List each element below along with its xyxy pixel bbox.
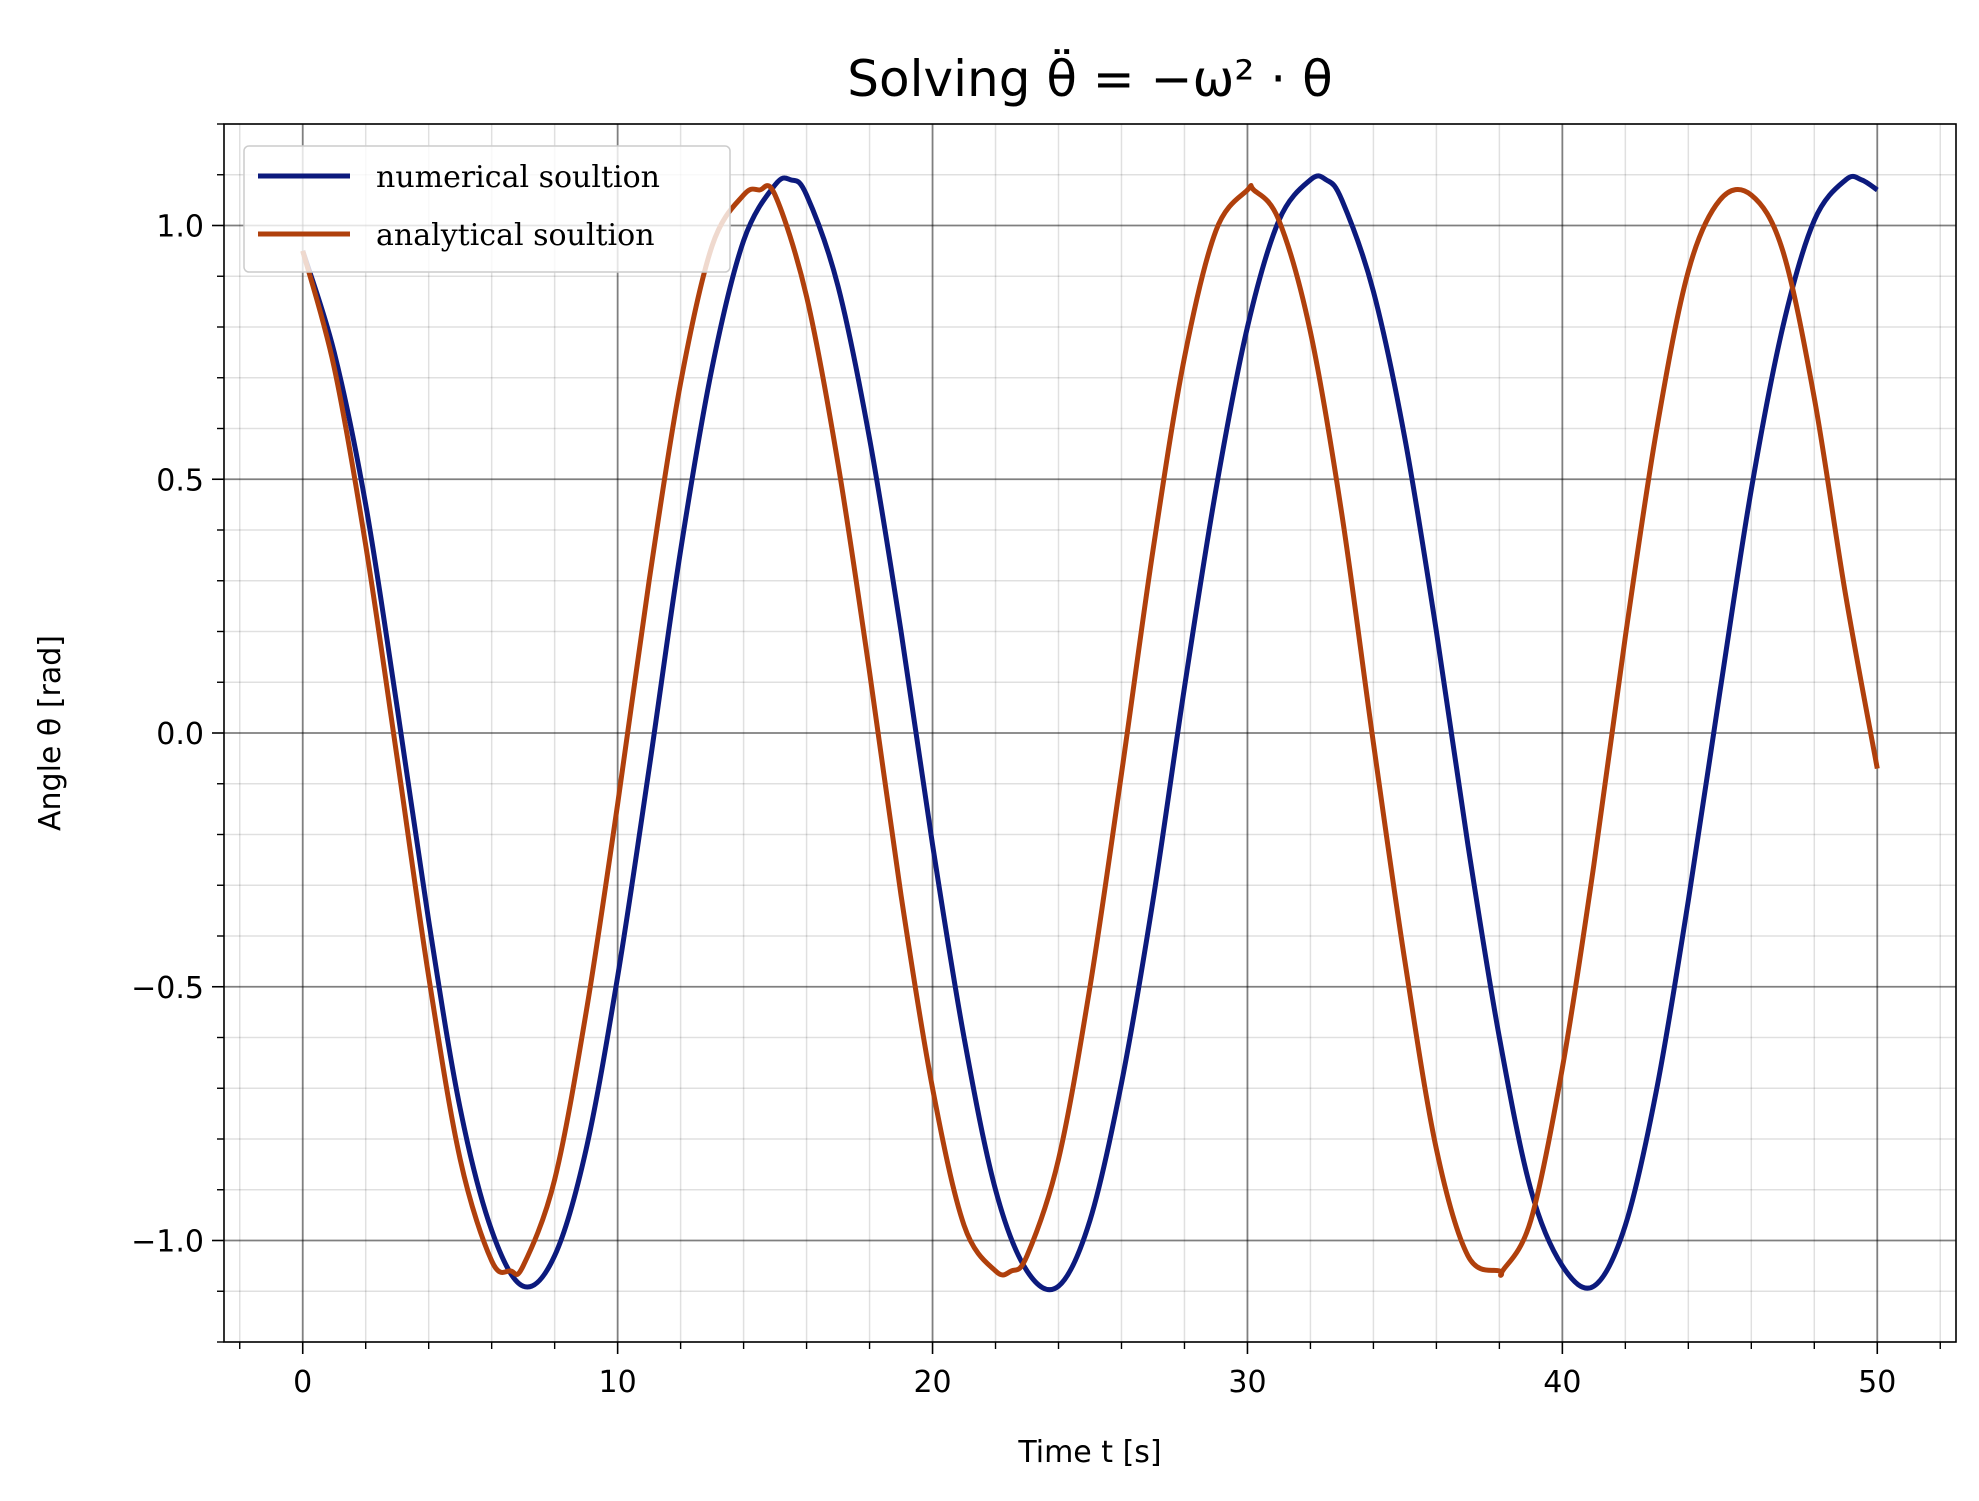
y-tick-label: −1.0 <box>131 1225 204 1260</box>
legend-label-numerical: numerical soultion <box>376 160 660 195</box>
y-axis-label: Angle θ [rad] <box>33 635 68 831</box>
y-tick-label: 0.5 <box>156 463 204 498</box>
y-tick-labels: −1.0 −0.5 0.0 0.5 1.0 <box>131 210 204 1260</box>
series-layer <box>300 173 1880 1293</box>
major-grid <box>224 124 1956 1342</box>
x-axis-label: Time t [s] <box>1017 1435 1161 1470</box>
series-line-analytical <box>300 183 1880 1278</box>
x-tick-label: 30 <box>1228 1365 1266 1400</box>
x-tick-label: 40 <box>1543 1365 1581 1400</box>
x-tick-label: 0 <box>293 1365 312 1400</box>
y-tick-label: 0.0 <box>156 717 204 752</box>
legend: numerical soultion analytical soultion <box>243 145 731 273</box>
legend-label-analytical: analytical soultion <box>376 218 655 253</box>
series-line-numerical <box>300 173 1879 1293</box>
x-tick-label: 50 <box>1858 1365 1896 1400</box>
x-tick-label: 10 <box>599 1365 637 1400</box>
y-tick-label: 1.0 <box>156 210 204 245</box>
x-tick-label: 20 <box>913 1365 951 1400</box>
legend-box <box>243 145 731 273</box>
y-tick-label: −0.5 <box>131 971 204 1006</box>
x-tick-labels: 0 10 20 30 40 50 <box>293 1365 1896 1400</box>
chart-title: Solving θ̈ = −ω² · θ <box>847 49 1332 108</box>
axis-ticks <box>212 123 1941 1354</box>
